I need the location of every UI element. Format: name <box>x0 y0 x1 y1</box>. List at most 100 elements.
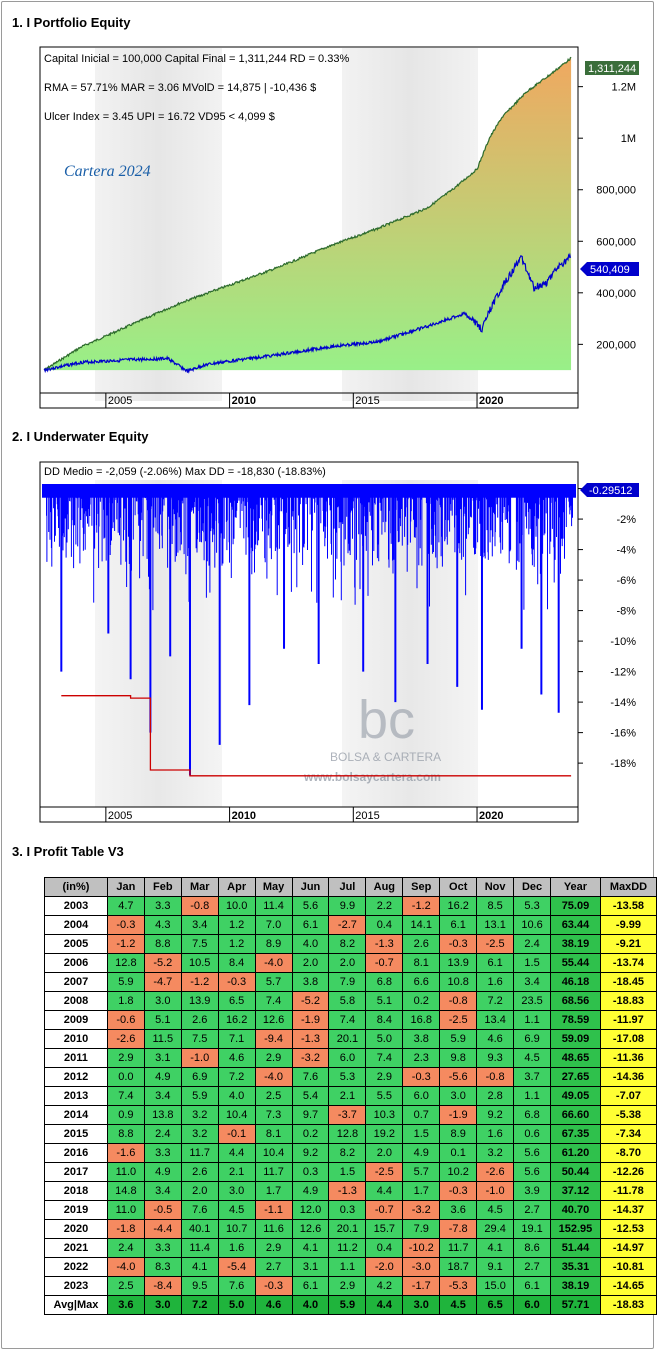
table-cell: -4.0 <box>254 1067 293 1087</box>
table-cell: 5.6 <box>291 896 330 916</box>
table-cell: 7.5 <box>180 1029 219 1049</box>
table-row: 2017 11.0 4.9 2.6 2.1 11.7 0.3 1.5 -2.5 5.7 10.2 -2… <box>44 1162 657 1182</box>
table-cell: 4.9 <box>143 1162 182 1182</box>
table-cell: 3.0 <box>439 1086 478 1106</box>
table-cell: 1.5 <box>513 953 551 973</box>
table-cell: -0.7 <box>365 953 404 973</box>
totals-row: Avg|Max 3.6 3.0 7.2 5.0 4.6 4.0 5.9 4.4 3.0 4.5 6.5… <box>44 1295 657 1315</box>
table-cell: 4.2 <box>365 1276 404 1296</box>
equity-section-title: 1. I Portfolio Equity <box>12 15 131 30</box>
table-cell: -10.81 <box>599 1257 657 1277</box>
table-cell: 3.4 <box>513 972 551 992</box>
table-cell: -1.1 <box>254 1200 293 1220</box>
table-cell: 10.4 <box>217 1105 256 1125</box>
table-row: 2022 -4.0 8.3 4.1 -5.4 2.7 3.1 1.1 -2.0 -3.0 18.7 9… <box>44 1257 657 1277</box>
table-cell: 2.4 <box>106 1238 145 1258</box>
table-cell: 40.70 <box>550 1200 601 1220</box>
row-label: 2019 <box>44 1200 108 1220</box>
table-cell: -4.7 <box>143 972 182 992</box>
table-cell: 11.5 <box>143 1029 182 1049</box>
table-cell: 2.6 <box>180 1010 219 1030</box>
table-cell: 5.3 <box>513 896 551 916</box>
underwater-section-title: 2. I Underwater Equity <box>12 429 149 444</box>
table-cell: 14.1 <box>402 915 441 935</box>
column-header: Mar <box>180 877 219 897</box>
table-cell: 10.8 <box>439 972 478 992</box>
y-tick-label: -16% <box>610 728 636 740</box>
row-label: 2015 <box>44 1124 108 1144</box>
table-cell: 10.4 <box>254 1143 293 1163</box>
table-cell: 4.9 <box>291 1181 330 1201</box>
table-cell: 3.0 <box>217 1181 256 1201</box>
table-cell: -13.74 <box>599 953 657 973</box>
table-cell: -1.0 <box>180 1048 219 1068</box>
table-section-title: 3. I Profit Table V3 <box>12 844 124 859</box>
table-cell: -4.0 <box>254 953 293 973</box>
x-tick-label: 2005 <box>108 395 132 407</box>
table-cell: 8.9 <box>439 1124 478 1144</box>
table-cell: -0.8 <box>476 1067 515 1087</box>
column-header: Aug <box>365 877 404 897</box>
table-cell: 3.6 <box>106 1295 145 1315</box>
row-label: 2016 <box>44 1143 108 1163</box>
table-cell: -18.83 <box>599 1295 657 1315</box>
y-tick-label: 600,000 <box>596 236 636 248</box>
table-cell: -2.6 <box>106 1029 145 1049</box>
table-cell: 3.3 <box>143 1143 182 1163</box>
y-tick-label: -10% <box>610 636 636 648</box>
table-cell: 4.5 <box>476 1200 515 1220</box>
table-cell: 7.4 <box>106 1086 145 1106</box>
table-cell: 4.5 <box>439 1295 478 1315</box>
table-cell: 38.19 <box>550 934 601 954</box>
table-cell: 3.6 <box>439 1200 478 1220</box>
table-cell: -0.3 <box>106 915 145 935</box>
table-cell: -0.7 <box>365 1200 404 1220</box>
table-cell: 4.1 <box>291 1238 330 1258</box>
table-cell: 14.8 <box>106 1181 145 1201</box>
table-cell: 9.1 <box>476 1257 515 1277</box>
logo-mark: bc <box>358 690 415 750</box>
row-label: 2022 <box>44 1257 108 1277</box>
table-cell: 61.20 <box>550 1143 601 1163</box>
table-cell: -2.6 <box>476 1162 515 1182</box>
row-label: 2008 <box>44 991 108 1011</box>
x-tick-label: 2010 <box>232 395 256 407</box>
table-cell: 13.8 <box>143 1105 182 1125</box>
table-row: 2014 0.9 13.8 3.2 10.4 7.3 9.7 -3.7 10.3 0.7 -1.9 9… <box>44 1105 657 1125</box>
table-cell: 3.2 <box>476 1143 515 1163</box>
table-cell: -3.2 <box>402 1200 441 1220</box>
table-cell: 0.3 <box>291 1162 330 1182</box>
table-cell: -18.45 <box>599 972 657 992</box>
table-cell: 2.9 <box>254 1048 293 1068</box>
table-cell: 8.6 <box>513 1238 551 1258</box>
table-cell: 1.5 <box>402 1124 441 1144</box>
column-header: Jan <box>106 877 145 897</box>
max-drawdown-line <box>61 695 572 777</box>
table-cell: 11.4 <box>180 1238 219 1258</box>
table-cell: -5.3 <box>439 1276 478 1296</box>
table-cell: 7.4 <box>365 1048 404 1068</box>
table-cell: 57.71 <box>550 1295 601 1315</box>
table-cell: -14.37 <box>599 1200 657 1220</box>
table-cell: 8.8 <box>143 934 182 954</box>
equity-stat-1: Capital Inicial = 100,000 Capital Final … <box>44 53 349 65</box>
table-cell: 9.8 <box>439 1048 478 1068</box>
table-cell: 4.9 <box>402 1143 441 1163</box>
table-cell: 1.1 <box>328 1257 367 1277</box>
table-cell: 3.8 <box>291 972 330 992</box>
column-header: MaxDD <box>599 877 657 897</box>
table-cell: 13.4 <box>476 1010 515 1030</box>
table-cell: 4.0 <box>291 934 330 954</box>
table-cell: -0.8 <box>180 896 219 916</box>
table-cell: 10.2 <box>439 1162 478 1182</box>
table-cell: 40.1 <box>180 1219 219 1239</box>
table-cell: 10.5 <box>180 953 219 973</box>
table-cell: 6.5 <box>217 991 256 1011</box>
table-cell: -3.7 <box>328 1105 367 1125</box>
table-cell: 12.8 <box>106 953 145 973</box>
underwater-chart: bc BOLSA & CARTERA www.bolsaycartera.com… <box>39 461 639 823</box>
table-cell: 63.44 <box>550 915 601 935</box>
table-cell: 5.1 <box>365 991 404 1011</box>
table-cell: -0.3 <box>439 934 478 954</box>
table-cell: 5.0 <box>365 1029 404 1049</box>
